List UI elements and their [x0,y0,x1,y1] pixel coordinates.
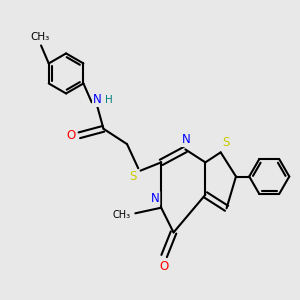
Text: O: O [160,260,169,272]
Text: N: N [151,192,160,205]
Text: CH₃: CH₃ [30,32,49,42]
Text: H: H [106,95,113,105]
Text: S: S [129,170,137,183]
Text: O: O [67,129,76,142]
Text: N: N [182,134,190,146]
Text: CH₃: CH₃ [113,210,131,220]
Text: N: N [93,93,101,106]
Text: S: S [222,136,230,149]
